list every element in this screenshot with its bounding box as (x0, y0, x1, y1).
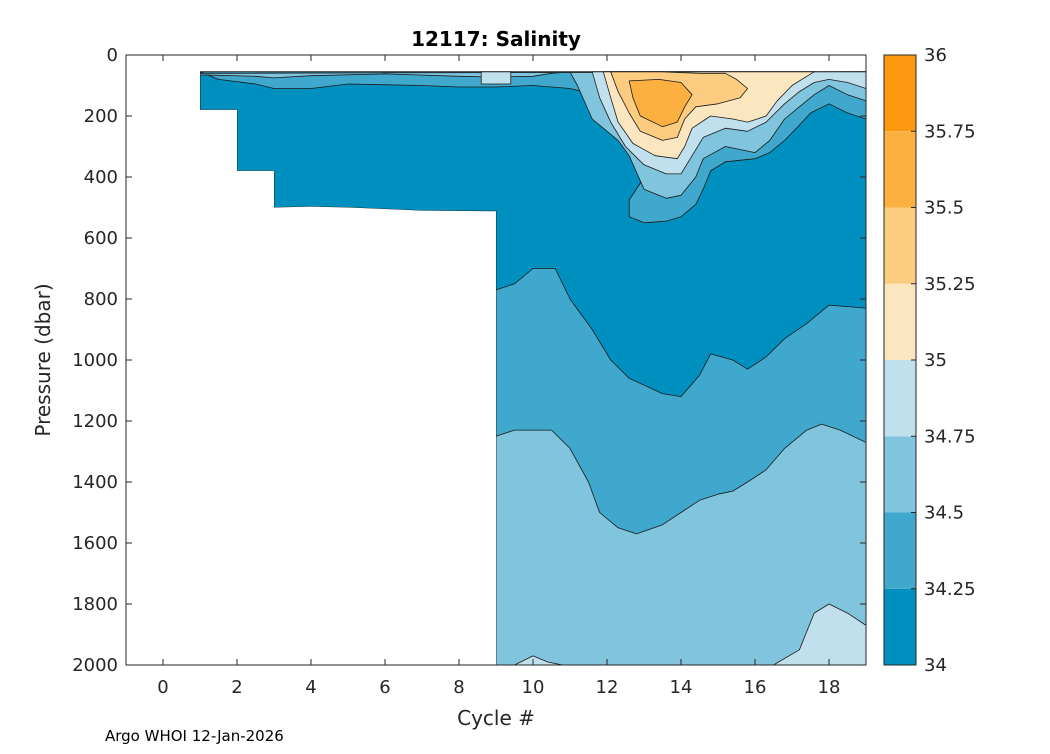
colorbar-segment-7 (884, 55, 916, 132)
y-tick-label: 200 (84, 106, 118, 127)
x-tick-label: 12 (596, 677, 619, 698)
colorbar-tick-label: 34.75 (924, 426, 976, 447)
x-tick-label: 10 (522, 677, 545, 698)
x-tick-label: 14 (670, 677, 693, 698)
y-tick-label: 2000 (72, 655, 118, 676)
colorbar-tick-label: 34.25 (924, 579, 976, 600)
colorbar-segment-5 (884, 207, 916, 284)
footer-annotation: Argo WHOI 12-Jan-2026 (105, 727, 284, 745)
colorbar-tick-label: 35 (924, 350, 947, 371)
axes: 0 2 4 6 8 10 12 14 16 18 0 200 400 600 800 1000 1200 1400… (72, 45, 867, 698)
contour-region-4 (514, 655, 563, 665)
y-tick-label: 0 (107, 45, 118, 66)
colorbar-tick-label: 36 (924, 45, 947, 66)
plot-area (126, 55, 866, 665)
contour-region-11 (628, 79, 693, 128)
colorbar-segment-1 (884, 512, 916, 589)
colorbar-tick-label: 35.5 (924, 198, 964, 219)
contour-region-2 (495, 423, 866, 665)
y-tick-label: 1200 (72, 411, 118, 432)
x-tick-label: 16 (744, 677, 767, 698)
colorbar-segment-6 (884, 131, 916, 208)
colorbar-segment-0 (884, 588, 916, 665)
colorbar-segment-3 (884, 360, 916, 437)
x-tick-label: 2 (231, 677, 242, 698)
y-tick-label: 1000 (72, 350, 118, 371)
y-tick-label: 800 (84, 289, 118, 310)
x-tick-label: 4 (305, 677, 316, 698)
x-axis-label: Cycle # (457, 706, 535, 730)
colorbar-tick-label: 35.75 (924, 121, 976, 142)
no-data-region (126, 55, 496, 665)
x-tick-label: 8 (453, 677, 464, 698)
x-tick-label: 18 (818, 677, 841, 698)
y-tick-label: 1600 (72, 533, 118, 554)
y-tick-label: 1800 (72, 594, 118, 615)
contour-region-8 (480, 71, 512, 85)
colorbar-segment-4 (884, 283, 916, 360)
colorbar-segment-2 (884, 436, 916, 513)
y-tick-label: 1400 (72, 472, 118, 493)
x-tick-label: 0 (157, 677, 168, 698)
chart-title: 12117: Salinity (411, 27, 581, 51)
colorbar-tick-label: 34 (924, 655, 947, 676)
y-tick-label: 600 (84, 228, 118, 249)
colorbar-tick-label: 34.5 (924, 503, 964, 524)
y-tick-label: 400 (84, 167, 118, 188)
colorbar: 34 34.25 34.5 34.75 35 35.25 35.5 35.75 36 (883, 45, 976, 676)
colorbar-tick-label: 35.25 (924, 274, 976, 295)
x-tick-label: 6 (379, 677, 390, 698)
contour-region-3 (773, 603, 866, 665)
y-axis-label: Pressure (dbar) (31, 283, 55, 436)
